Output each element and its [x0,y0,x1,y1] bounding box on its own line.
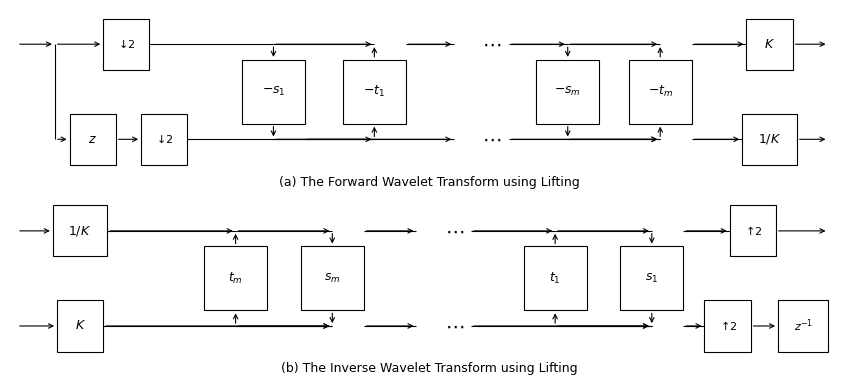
Bar [204,247,267,311]
Text: $1/K$: $1/K$ [758,132,781,146]
Bar [52,205,107,256]
Text: $\downarrow\!2$: $\downarrow\!2$ [154,133,174,145]
Text: (b) The Inverse Wavelet Transform using Lifting: (b) The Inverse Wavelet Transform using … [281,362,577,375]
Text: $K$: $K$ [764,38,775,51]
Text: $\cdots$: $\cdots$ [444,221,464,240]
Bar [301,247,364,311]
Bar [704,300,751,352]
Bar [536,60,599,124]
Bar [141,114,187,165]
Text: (a) The Forward Wavelet Transform using Lifting: (a) The Forward Wavelet Transform using … [279,176,579,189]
Bar [620,247,683,311]
Text: $-t_m$: $-t_m$ [648,84,673,99]
Bar [242,60,305,124]
Text: $t_1$: $t_1$ [549,271,561,286]
Bar [69,114,116,165]
Text: $s_1$: $s_1$ [645,272,658,285]
Text: $\uparrow\!2$: $\uparrow\!2$ [743,224,763,237]
Bar [103,19,149,70]
Text: $z^{-1}$: $z^{-1}$ [794,318,813,334]
Text: $s_m$: $s_m$ [324,272,341,285]
Text: $\cdots$: $\cdots$ [444,317,464,336]
Text: $t_m$: $t_m$ [228,271,243,286]
Text: $-s_1$: $-s_1$ [262,85,286,98]
Bar [629,60,692,124]
Text: $\cdots$: $\cdots$ [482,130,502,149]
Bar [343,60,406,124]
Text: $\cdots$: $\cdots$ [482,35,502,54]
Bar [57,300,103,352]
Text: $z$: $z$ [88,133,97,146]
Text: $-t_1$: $-t_1$ [363,84,385,99]
Text: $-s_m$: $-s_m$ [554,85,581,98]
Bar [742,114,797,165]
Text: $\downarrow\!2$: $\downarrow\!2$ [117,38,136,50]
Bar [746,19,793,70]
Text: $K$: $K$ [75,320,86,333]
Bar [523,247,587,311]
Bar [729,205,776,256]
Bar [778,300,828,352]
Text: $1/K$: $1/K$ [69,224,92,238]
Text: $\uparrow\!2$: $\uparrow\!2$ [717,320,737,333]
